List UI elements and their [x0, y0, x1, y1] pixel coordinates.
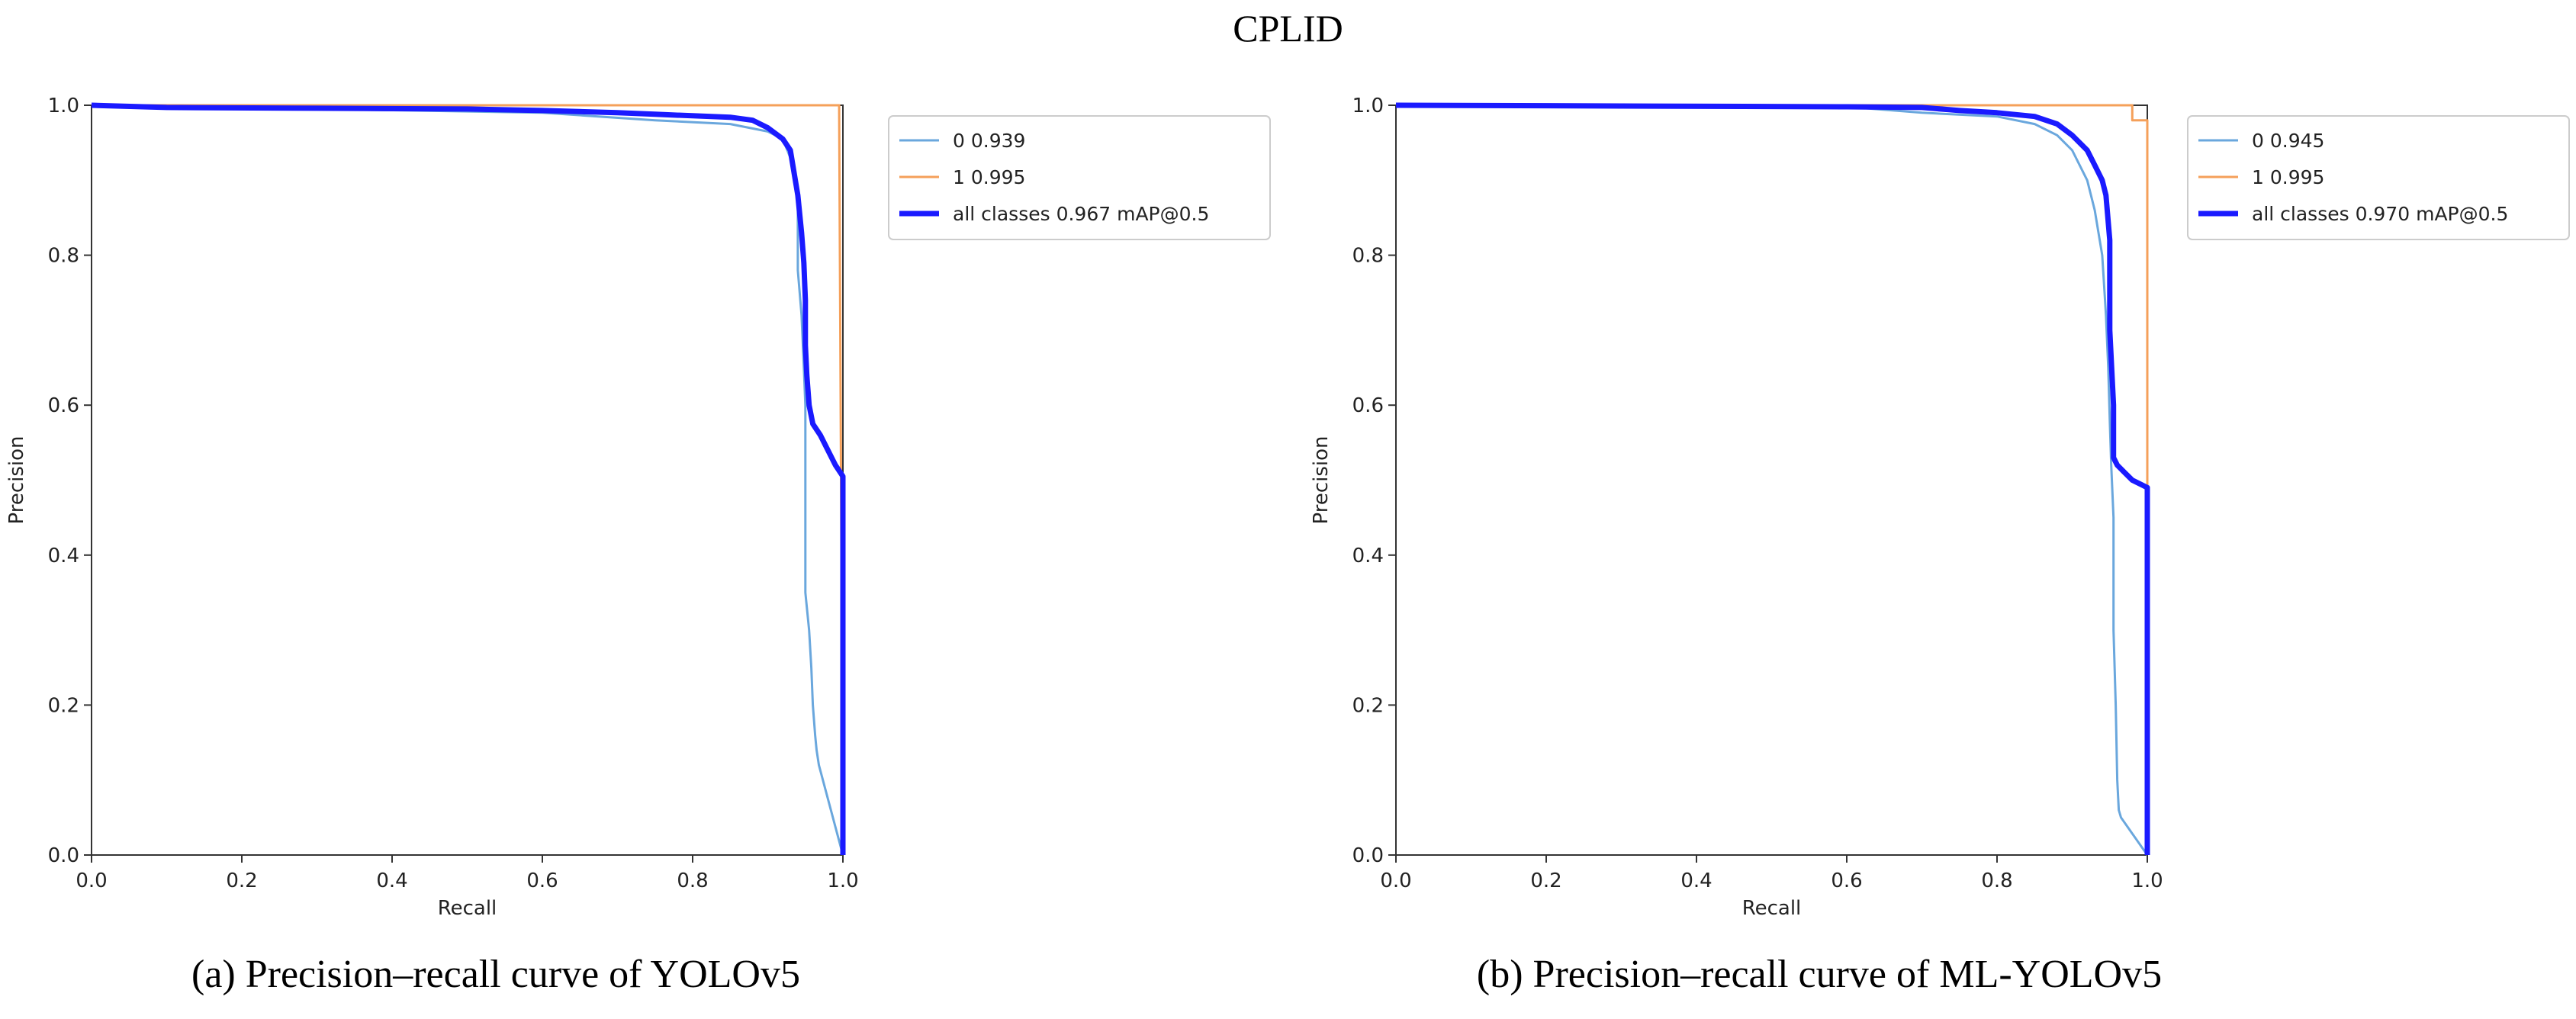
legend-label: all classes 0.970 mAP@0.5	[2252, 203, 2508, 225]
legend-box	[888, 115, 1271, 240]
series-line-0	[1395, 104, 2149, 856]
x-tick-label: 0.6	[526, 870, 558, 892]
chart-a: 0.0 0.2 0.4 0.6 0.8 1.0 0.0 0.2 0.4 0.6 0.8 1.0 Reca…	[5, 95, 1271, 920]
y-tick-label: 0.8	[1352, 245, 1384, 268]
legend: 0 0.945 1 0.995 all classes 0.970 mAP@0.5	[2187, 115, 2570, 240]
y-tick-label: 0.6	[1352, 394, 1384, 417]
x-tick-label: 0.8	[677, 870, 708, 892]
x-tick-label: 1.0	[2131, 870, 2163, 892]
legend-label: 1 0.995	[2252, 166, 2324, 188]
y-tick-label: 0.4	[1352, 545, 1384, 567]
y-axis-label: Precision	[1310, 436, 1333, 524]
x-tick-label: 0.2	[1530, 870, 1561, 892]
page-title: CPLID	[1233, 7, 1343, 50]
legend-label: all classes 0.967 mAP@0.5	[953, 203, 1209, 225]
series-line-2	[1395, 102, 2150, 855]
x-axis-label: Recall	[438, 897, 497, 920]
x-tick-label: 0.6	[1831, 870, 1862, 892]
legend: 0 0.939 1 0.995 all classes 0.967 mAP@0.5	[888, 115, 1271, 240]
caption-a: (a) Precision–recall curve of YOLOv5	[191, 953, 800, 996]
x-tick-label: 0.4	[1680, 870, 1712, 892]
y-tick-label: 0.8	[48, 245, 79, 268]
series-line-0	[91, 104, 844, 856]
plot-frame	[91, 104, 844, 856]
chart-b: 0.0 0.2 0.4 0.6 0.8 1.0 0.0 0.2 0.4 0.6 0.8 1.0 Reca…	[1310, 95, 2570, 920]
y-tick-label: 0.0	[48, 844, 79, 867]
plot-frame	[1395, 104, 2148, 856]
y-tick-label: 1.0	[1352, 95, 1384, 117]
x-tick-label: 0.8	[1981, 870, 2012, 892]
x-tick-label: 0.4	[376, 870, 407, 892]
y-tick-label: 1.0	[48, 95, 79, 117]
legend-label: 1 0.995	[953, 166, 1025, 188]
legend-label: 0 0.939	[953, 130, 1025, 152]
y-tick-label: 0.4	[48, 545, 79, 567]
x-tick-label: 0.2	[226, 870, 257, 892]
y-tick-label: 0.6	[48, 394, 79, 417]
x-tick-label: 0.0	[1380, 870, 1411, 892]
y-tick-label: 0.2	[48, 694, 79, 717]
y-tick-label: 0.2	[1352, 694, 1384, 717]
legend-label: 0 0.945	[2252, 130, 2324, 152]
series-line-2	[91, 102, 846, 855]
x-axis-label: Recall	[1742, 897, 1802, 920]
caption-b: (b) Precision–recall curve of ML-YOLOv5	[1476, 953, 2163, 996]
y-axis-label: Precision	[5, 436, 28, 524]
y-tick-label: 0.0	[1352, 844, 1384, 867]
legend-box	[2187, 115, 2570, 240]
x-tick-label: 1.0	[827, 870, 858, 892]
x-tick-label: 0.0	[76, 870, 107, 892]
